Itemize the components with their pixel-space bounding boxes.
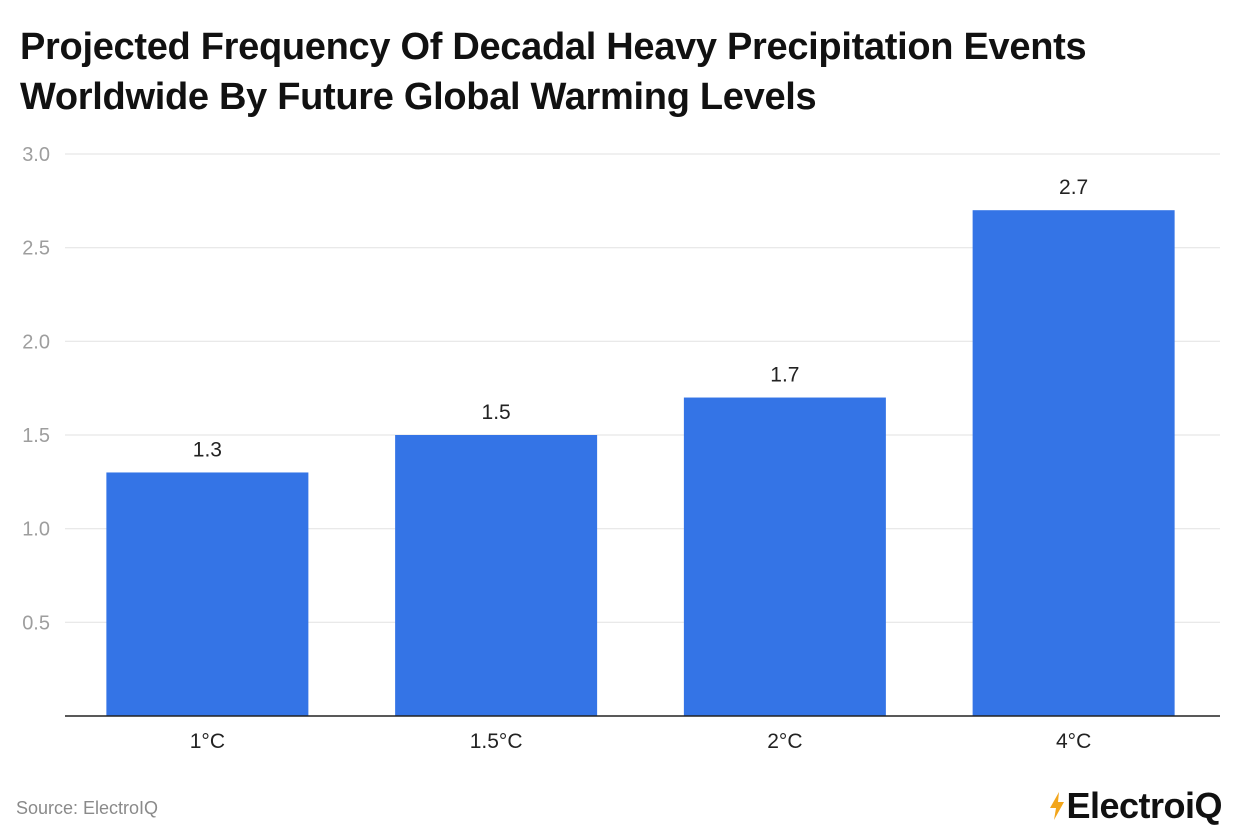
bar-1.5°C bbox=[395, 435, 598, 716]
x-tick-label: 2°C bbox=[767, 730, 802, 753]
bars bbox=[106, 210, 1175, 716]
data-label: 1.3 bbox=[193, 438, 222, 461]
y-tick-label: 3.0 bbox=[22, 144, 50, 166]
data-label: 1.5 bbox=[482, 401, 511, 424]
x-tick-label: 1.5°C bbox=[470, 730, 523, 753]
chart-title: Projected Frequency Of Decadal Heavy Pre… bbox=[20, 26, 1087, 118]
bolt-icon bbox=[1050, 792, 1065, 820]
bar-2°C bbox=[683, 397, 886, 716]
bar-4°C bbox=[972, 210, 1175, 716]
y-tick-label: 2.0 bbox=[22, 331, 50, 353]
y-tick-label: 1.5 bbox=[22, 425, 50, 447]
x-axis-ticks: 1°C 1.5°C 2°C 4°C bbox=[190, 730, 1092, 753]
x-tick-label: 4°C bbox=[1056, 730, 1091, 753]
y-tick-label: 2.5 bbox=[22, 238, 50, 260]
bar-1°C bbox=[106, 472, 309, 716]
x-tick-label: 1°C bbox=[190, 730, 225, 753]
source-note: Source: ElectroIQ bbox=[16, 798, 159, 818]
electroiq-logo: ElectroiQ bbox=[1050, 784, 1222, 828]
data-label: 1.7 bbox=[770, 364, 799, 387]
data-label: 2.7 bbox=[1059, 176, 1088, 199]
bar-chart: 0.5 1.0 1.5 2.0 2.5 3.0 1.3 1.5 1.7 2.7 1°C 1.5°C… bbox=[22, 144, 1220, 753]
y-tick-label: 0.5 bbox=[22, 612, 50, 634]
y-tick-label: 1.0 bbox=[22, 519, 50, 541]
y-axis-ticks: 0.5 1.0 1.5 2.0 2.5 3.0 bbox=[22, 144, 50, 634]
logo-text: ElectroiQ bbox=[1066, 785, 1222, 826]
data-labels: 1.3 1.5 1.7 2.7 bbox=[193, 176, 1088, 461]
